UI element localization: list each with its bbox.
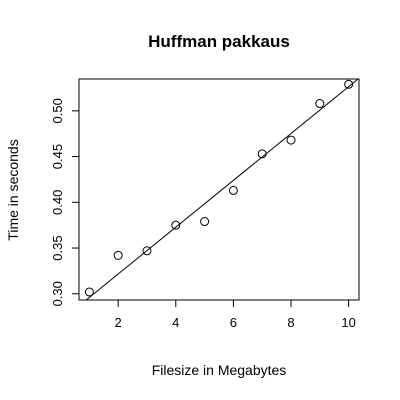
data-point [286,135,296,145]
regression-line [85,78,359,301]
x-axis-label: Filesize in Megabytes [152,362,287,378]
y-tick-label: 0.50 [50,98,65,123]
x-tick-label: 2 [115,315,122,330]
data-point [228,185,238,195]
data-point [257,149,267,159]
chart-title: Huffman pakkaus [148,32,290,51]
data-points [84,79,354,297]
regression-line-group [85,78,359,301]
data-point [142,246,152,256]
y-axis: 0.30 0.35 0.40 0.45 0.50 [50,98,80,306]
y-tick-label: 0.45 [50,144,65,169]
data-point [315,99,325,109]
x-tick-label: 10 [341,315,355,330]
x-tick-label: 6 [230,315,237,330]
data-point [200,217,210,227]
y-tick-label: 0.35 [50,235,65,260]
data-point [84,287,94,297]
x-tick-label: 8 [287,315,294,330]
x-tick-label: 4 [172,315,179,330]
data-point [344,79,354,89]
data-point [113,250,123,260]
data-point [171,220,181,230]
y-tick-label: 0.40 [50,190,65,215]
y-axis-label: Time in seconds [5,139,21,240]
y-tick-label: 0.30 [50,281,65,306]
x-axis: 2 4 6 8 10 [115,299,356,330]
